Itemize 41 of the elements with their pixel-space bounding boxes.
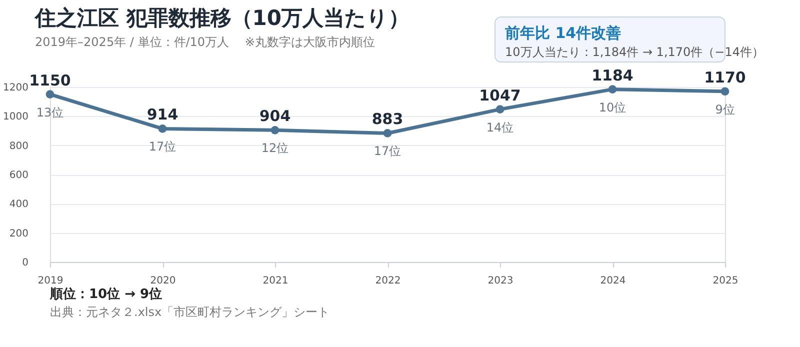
- x-tick-label: 2020: [150, 276, 176, 286]
- point: [720, 87, 730, 96]
- source-note: 出典：元ネタ２.xlsx「市区町村ランキング」シート: [50, 305, 330, 319]
- point: [270, 126, 280, 134]
- data-label: 1047: [479, 86, 521, 104]
- text: 順位：10位 → 9位: [49, 287, 162, 302]
- annotation: 9位: [715, 102, 735, 116]
- annotation: 10位: [598, 100, 626, 114]
- annotation: 12位: [261, 141, 289, 156]
- data-label: 1184: [592, 66, 634, 84]
- point: [158, 124, 167, 133]
- point: [46, 90, 54, 98]
- annotation: 13位: [36, 105, 64, 120]
- point: [608, 85, 617, 94]
- x-tick-label: 2025: [712, 276, 738, 286]
- annotation: 17位: [374, 144, 402, 158]
- chart-subtitle: 2019年–2025年 / 単位：件/10万人 ※丸数字は大阪市内順位: [35, 35, 375, 49]
- data-label: 1170: [704, 68, 746, 86]
- y-tick-label: 1000: [3, 112, 28, 123]
- x-tick-label: 2021: [262, 276, 288, 286]
- data-label: 883: [372, 110, 404, 128]
- y-tick-label: 1200: [3, 82, 28, 94]
- y-tick-label: 0: [22, 258, 28, 268]
- x-tick-label: 2023: [488, 276, 514, 286]
- x-tick-label: 2019: [38, 276, 64, 286]
- y-tick-label: 200: [9, 228, 28, 240]
- annotation: 14位: [486, 120, 514, 134]
- y-tick-label: 400: [9, 199, 28, 210]
- annotation: 17位: [148, 140, 176, 154]
- y-tick-label: 600: [9, 170, 28, 181]
- y-tick-label: 800: [9, 140, 28, 152]
- text: 10万人当たり：1,184件 → 1,170件（−14件）: [505, 45, 764, 59]
- data-label: 914: [146, 106, 178, 124]
- text: 前年比 14件改善: [504, 24, 622, 42]
- data-label: 904: [259, 107, 291, 126]
- data-label: 1150: [29, 71, 71, 90]
- point: [496, 105, 504, 114]
- x-tick-label: 2024: [600, 276, 626, 286]
- point: [383, 129, 392, 138]
- x-tick-label: 2022: [375, 276, 401, 286]
- chart-title: 住之江区 犯罪数推移（10万人当たり）: [34, 6, 410, 30]
